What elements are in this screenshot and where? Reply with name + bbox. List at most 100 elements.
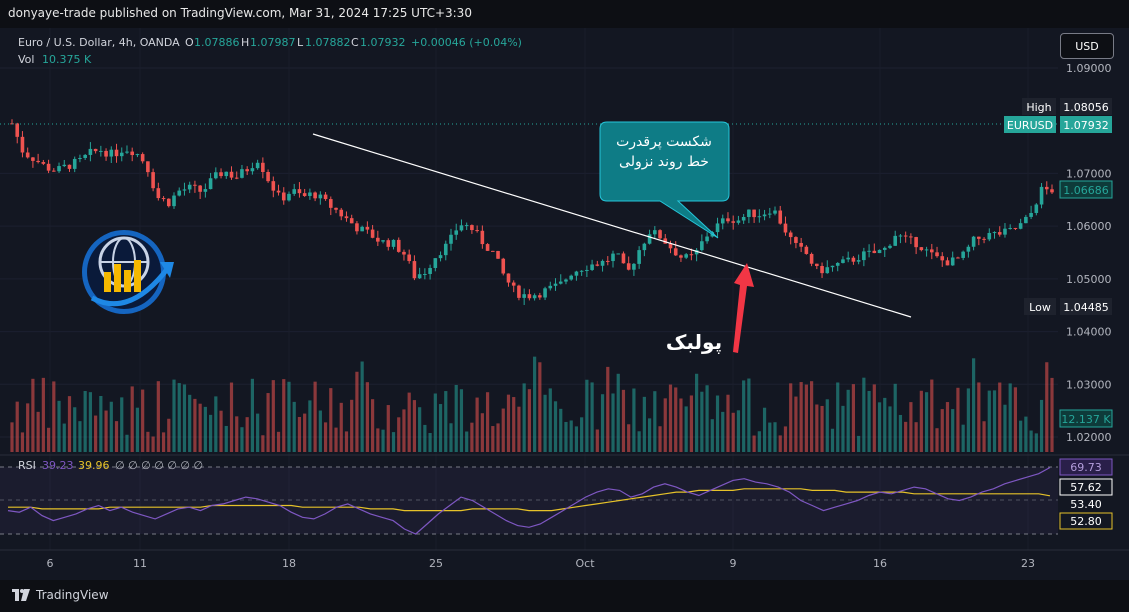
currency-button[interactable]: USD: [1060, 33, 1114, 59]
candle-body: [611, 253, 615, 262]
volume-bar: [371, 399, 375, 452]
candle-body: [825, 267, 830, 274]
volume-bar: [867, 390, 871, 452]
volume-bar: [726, 394, 730, 452]
volume-bar: [438, 404, 443, 452]
candle-body: [281, 192, 286, 201]
volume-bar: [679, 398, 683, 452]
volume-bar: [898, 414, 903, 452]
volume-bar: [710, 419, 714, 452]
time-tick-label: 9: [730, 557, 737, 570]
candle-body: [977, 236, 981, 239]
volume-bar: [292, 401, 296, 452]
volume-bar: [914, 422, 918, 452]
volume-bar: [214, 396, 218, 452]
volume-bar: [397, 417, 401, 452]
candle-body: [778, 210, 783, 224]
volume-bar: [480, 413, 484, 452]
candle-body: [99, 150, 103, 152]
volume-bar: [559, 408, 563, 452]
candle-body: [992, 232, 997, 234]
volume-bar: [642, 396, 646, 452]
candle-body: [820, 266, 824, 274]
candle-body: [705, 236, 709, 242]
time-axis[interactable]: 6 11 18 25 Oct 9 16 23: [0, 549, 1129, 570]
candle-body: [809, 253, 814, 264]
volume-bar: [130, 386, 134, 452]
candle-body: [376, 237, 380, 242]
candle-body: [1013, 227, 1018, 229]
volume-bar: [1045, 362, 1049, 452]
candle-body: [480, 230, 485, 245]
candle-body: [151, 172, 155, 189]
footer: TradingView: [0, 580, 1129, 612]
volume-bar: [198, 403, 202, 452]
volume-bar: [235, 416, 239, 452]
candle-body: [982, 238, 986, 240]
tradingview-logo[interactable]: TradingView: [12, 588, 109, 602]
candle-body: [423, 273, 427, 275]
volume-bar: [668, 384, 673, 452]
candle-body: [292, 189, 297, 194]
volume-bar: [339, 402, 343, 452]
price-chart[interactable]: Euro / U.S. Dollar, 4h, OANDA O 1.07886 …: [0, 28, 1129, 580]
volume-bar: [141, 389, 145, 452]
grid: [0, 28, 1058, 550]
volume-bar: [611, 393, 615, 452]
candle-body: [182, 189, 187, 191]
volume-bar: [94, 415, 98, 452]
volume-bar: [501, 408, 505, 452]
candle-body: [511, 282, 516, 286]
candle-body: [1018, 223, 1023, 229]
candle-body: [334, 207, 338, 210]
volume-bar: [987, 390, 991, 452]
price-tick-label: 1.03000: [1066, 378, 1112, 391]
volume-bar: [663, 398, 667, 452]
candle-body: [287, 193, 291, 201]
volume-bar: [52, 381, 56, 452]
candle-body: [219, 172, 223, 177]
candle-body: [396, 239, 401, 252]
candle-body: [135, 154, 140, 156]
volume-bar: [256, 413, 260, 452]
volume-bar: [945, 402, 950, 452]
candle-body: [997, 232, 1002, 235]
candle-body: [297, 189, 302, 194]
candle-body: [20, 136, 25, 153]
volume-bar: [376, 428, 380, 452]
volume-bar: [57, 400, 61, 452]
volume-bar: [752, 435, 756, 452]
candle-body: [193, 184, 197, 186]
candle-body: [788, 232, 793, 238]
candle-body: [449, 234, 453, 244]
volume-bar: [606, 366, 610, 452]
candle-body: [261, 162, 265, 173]
volume-bar: [841, 405, 845, 452]
legend-h-label: H: [241, 36, 249, 49]
downtrend-line[interactable]: [312, 133, 912, 318]
candle-body: [940, 256, 945, 261]
candle-body: [88, 148, 93, 155]
candle-body: [626, 263, 631, 270]
volume-bar: [146, 431, 150, 452]
volume-bar: [245, 417, 249, 452]
candle-body: [15, 123, 20, 137]
candle-body: [454, 230, 459, 235]
volume-bar: [940, 409, 944, 452]
volume-bar: [888, 406, 892, 452]
volume-bar: [193, 398, 197, 452]
volume-bar: [857, 435, 861, 452]
pullback-arrow: [733, 263, 754, 353]
volume-bar: [893, 383, 897, 452]
candle-body: [731, 221, 736, 223]
volume-bar: [62, 423, 66, 452]
volume-bar: [1019, 420, 1023, 452]
volume-bar: [883, 397, 887, 452]
candle-body: [668, 243, 673, 249]
volume-bar: [517, 406, 521, 452]
volume-bar: [135, 407, 140, 452]
candle-body: [313, 192, 317, 199]
candle-body: [924, 249, 929, 251]
volume-bar: [674, 387, 678, 452]
rsi-pane[interactable]: RSI 39.23 39.96 ∅ ∅ ∅ ∅ ∅ ∅ ∅ 69.73 57.6…: [0, 454, 1129, 535]
